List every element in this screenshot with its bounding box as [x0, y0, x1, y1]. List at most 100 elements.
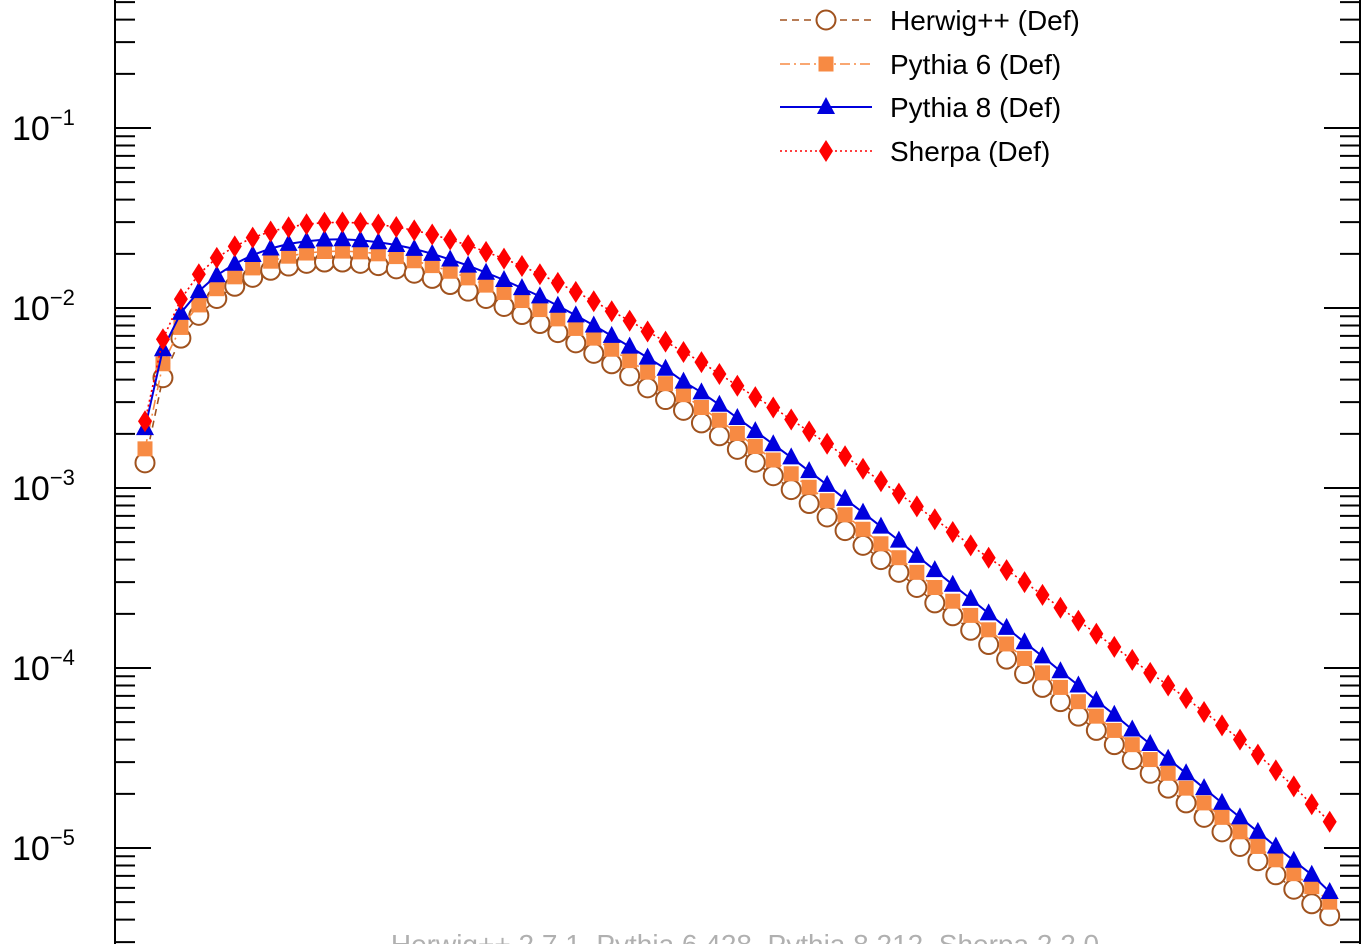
- data-point: [655, 389, 677, 411]
- data-point: [548, 295, 567, 313]
- data-point: [818, 474, 837, 492]
- data-point: [371, 213, 386, 236]
- data-point: [981, 622, 997, 638]
- data-point: [477, 262, 496, 280]
- data-point: [1283, 878, 1305, 900]
- data-point: [1230, 807, 1249, 825]
- data-point: [746, 421, 765, 439]
- data-point: [838, 445, 853, 468]
- data-point: [694, 351, 709, 374]
- data-point: [978, 634, 1000, 656]
- data-point: [748, 386, 763, 409]
- data-point: [1177, 763, 1196, 781]
- data-point: [334, 243, 350, 259]
- data-point: [478, 277, 494, 293]
- data-point: [191, 297, 207, 313]
- data-point: [333, 229, 352, 247]
- data-point: [1213, 792, 1231, 810]
- data-point: [1053, 596, 1068, 619]
- data-point: [873, 470, 888, 493]
- legend-marker: [817, 97, 835, 114]
- series-line: [144, 238, 1331, 893]
- data-point: [836, 488, 855, 506]
- data-point: [604, 341, 620, 357]
- data-point: [1229, 835, 1251, 857]
- data-point: [496, 284, 512, 300]
- data-point: [637, 377, 659, 399]
- data-point: [674, 371, 693, 389]
- data-point: [586, 290, 601, 313]
- y-axis-tick-labels: 10−1 10−2 10−3 10−4 10−5: [12, 105, 75, 868]
- data-point: [692, 382, 711, 400]
- data-point: [1268, 759, 1283, 782]
- data-point: [1125, 648, 1140, 671]
- data-point: [1284, 850, 1303, 868]
- data-point: [765, 452, 781, 468]
- data-point: [514, 293, 530, 309]
- data-point: [1103, 734, 1125, 756]
- data-point: [1215, 714, 1229, 737]
- data-point: [583, 342, 605, 364]
- data-point: [802, 420, 817, 443]
- data-point: [352, 244, 368, 260]
- data-point: [568, 280, 583, 303]
- data-point: [245, 260, 261, 276]
- data-point: [461, 234, 476, 257]
- y-tick-label: 10−1: [12, 105, 75, 148]
- data-point: [1052, 679, 1068, 695]
- data-point: [693, 400, 709, 416]
- data-point: [369, 232, 388, 250]
- data-point: [138, 410, 152, 433]
- y-tick-label: 10−4: [12, 645, 75, 688]
- data-point: [207, 265, 226, 283]
- data-point: [1179, 687, 1194, 710]
- data-point: [708, 425, 730, 447]
- data-point: [640, 320, 655, 343]
- data-point: [1197, 700, 1212, 723]
- data-point: [353, 211, 368, 234]
- series-0: [134, 251, 1341, 927]
- data-point: [622, 353, 638, 369]
- data-point: [963, 607, 979, 623]
- data-point: [870, 549, 892, 571]
- y-tick-label: 10−3: [12, 465, 75, 508]
- data-point: [658, 376, 674, 392]
- data-point: [961, 588, 980, 606]
- legend-marker: [819, 140, 833, 162]
- data-point: [1268, 852, 1284, 868]
- data-point: [425, 223, 440, 246]
- data-point: [1035, 583, 1050, 606]
- y-tick-label: 10−2: [12, 285, 75, 328]
- data-point: [263, 220, 278, 243]
- plot-frame: [114, 0, 1361, 944]
- data-point: [532, 302, 548, 318]
- data-point: [1015, 632, 1034, 650]
- data-point: [1033, 646, 1052, 664]
- data-point: [891, 482, 906, 505]
- data-point: [1143, 661, 1158, 684]
- data-point: [711, 412, 727, 428]
- data-point: [1304, 879, 1320, 895]
- legend-label: Pythia 8 (Def): [890, 92, 1061, 123]
- data-point: [442, 263, 458, 279]
- data-point: [1051, 661, 1070, 679]
- data-point: [530, 286, 549, 304]
- data-point: [335, 211, 350, 234]
- data-point: [209, 281, 225, 297]
- data-point: [514, 255, 529, 278]
- data-point: [854, 502, 872, 520]
- data-point: [816, 506, 838, 528]
- legend-marker: [818, 56, 834, 72]
- data-point: [1320, 881, 1339, 899]
- data-point: [656, 358, 675, 376]
- data-point: [1017, 571, 1032, 594]
- data-point: [1196, 795, 1212, 811]
- data-point: [1014, 663, 1036, 685]
- data-point: [1121, 749, 1143, 771]
- data-point: [1032, 676, 1053, 698]
- data-point: [1214, 809, 1230, 825]
- series-line: [144, 261, 1331, 917]
- legend-label: Pythia 6 (Def): [890, 49, 1061, 80]
- data-point: [532, 263, 547, 286]
- data-point: [1250, 838, 1266, 854]
